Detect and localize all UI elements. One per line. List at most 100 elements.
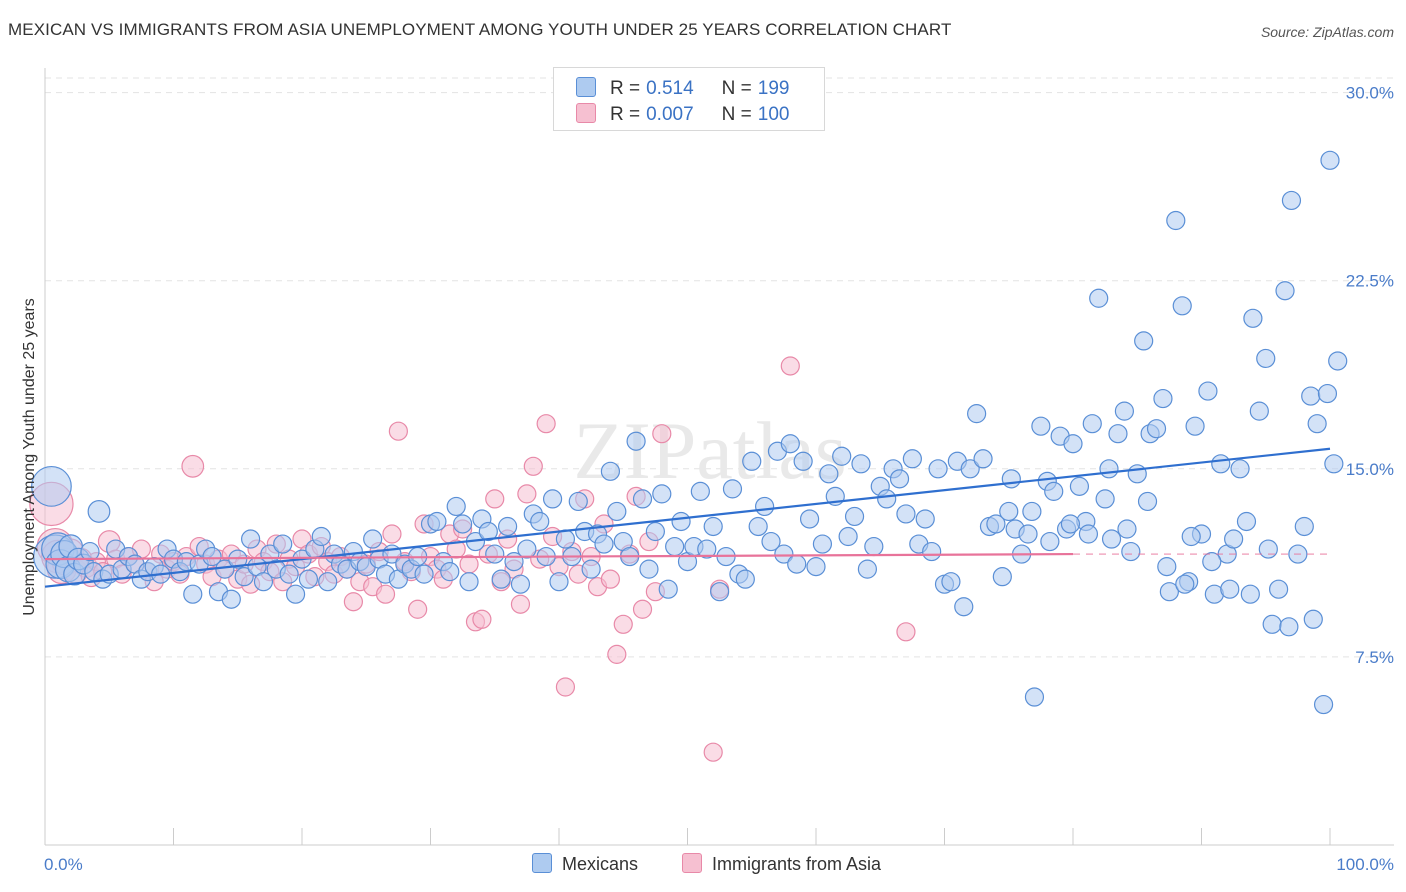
data-point: [806, 557, 826, 577]
data-point: [1069, 476, 1090, 496]
data-point: [973, 449, 993, 469]
data-point: [440, 562, 460, 582]
data-point: [1137, 491, 1158, 512]
data-point: [1224, 529, 1244, 549]
data-point: [382, 524, 402, 544]
data-point: [652, 484, 672, 504]
data-point: [735, 569, 755, 589]
data-point: [446, 496, 466, 517]
data-point: [1157, 557, 1177, 577]
data-point: [594, 534, 614, 554]
legend-r-label: R =: [610, 104, 641, 125]
data-point: [941, 572, 961, 592]
data-point: [922, 541, 942, 562]
data-point: [1127, 464, 1147, 484]
data-point: [915, 509, 935, 529]
data-point: [896, 504, 916, 524]
legend-item-immigrants-from-asia[interactable]: Immigrants from Asia: [682, 853, 881, 875]
x-tick-label-min: 0.0%: [44, 855, 83, 874]
trend-line-mexicans: [44, 447, 1331, 588]
data-point: [639, 559, 659, 579]
data-point: [703, 742, 723, 762]
data-point: [1108, 424, 1128, 444]
data-point: [1243, 308, 1263, 328]
data-point: [1095, 489, 1115, 509]
data-point: [1024, 687, 1045, 707]
data-point: [819, 464, 839, 484]
data-point: [780, 434, 800, 454]
data-point: [234, 567, 254, 587]
data-point: [1236, 511, 1257, 532]
data-point: [1172, 296, 1192, 316]
legend-r-label: R =: [610, 78, 641, 99]
data-point: [851, 454, 871, 474]
legend-swatch-pink: [576, 103, 596, 123]
data-point: [388, 421, 408, 441]
data-point: [311, 526, 331, 547]
data-point: [1175, 574, 1195, 594]
data-point: [472, 609, 492, 629]
data-point: [1320, 150, 1340, 170]
data-point: [600, 461, 621, 481]
data-point: [652, 424, 672, 444]
data-point: [285, 584, 306, 604]
data-point: [485, 544, 505, 564]
data-point: [298, 569, 319, 589]
data-point: [1031, 416, 1051, 436]
data-point: [632, 489, 653, 509]
y-axis-label: Unemployment Among Youth under 25 years: [21, 298, 38, 616]
legend-n-label: N =: [721, 78, 752, 99]
legend-row-mexicans: R = 0.514 N = 199: [576, 77, 789, 99]
data-point: [1249, 401, 1269, 421]
data-point: [253, 572, 274, 592]
data-point: [780, 356, 800, 376]
data-point: [658, 579, 678, 599]
data-point: [375, 584, 396, 604]
data-point: [1159, 582, 1179, 602]
data-point: [510, 574, 531, 594]
legend-row-immigrants: R = 0.007 N = 100: [576, 103, 789, 125]
data-point: [665, 536, 685, 557]
data-point: [241, 529, 261, 549]
data-point: [1153, 388, 1173, 409]
data-point: [1044, 481, 1064, 501]
data-point: [889, 469, 910, 489]
data-point: [1240, 584, 1260, 604]
data-point: [1262, 614, 1282, 634]
axes: [44, 68, 1394, 846]
data-point: [408, 599, 428, 619]
data-point: [1099, 459, 1119, 479]
data-point: [542, 489, 563, 509]
data-point: [626, 431, 646, 451]
data-point: [1294, 516, 1314, 537]
data-point: [1230, 459, 1250, 479]
data-point: [1313, 694, 1334, 715]
data-point: [517, 539, 537, 559]
data-point: [1307, 414, 1327, 434]
legend-n-label: N =: [721, 104, 752, 125]
data-point: [363, 529, 383, 549]
data-point: [1328, 351, 1348, 371]
data-point: [632, 599, 653, 619]
data-point: [1275, 281, 1295, 301]
data-point: [954, 597, 974, 617]
data-point: [485, 489, 505, 509]
legend-r-value: 0.514: [646, 78, 694, 99]
data-point: [517, 484, 537, 504]
watermark: ZIPatlas: [573, 405, 846, 496]
data-point: [31, 465, 72, 507]
series-mexicans: [31, 150, 1348, 715]
legend-item-mexicans[interactable]: Mexicans: [532, 853, 638, 875]
data-point: [1198, 381, 1218, 401]
data-point: [877, 489, 897, 509]
data-point: [1211, 454, 1231, 474]
data-point: [787, 554, 807, 574]
data-point: [844, 506, 865, 527]
legend-swatch-mexicans: [532, 853, 552, 873]
data-point: [87, 500, 111, 523]
data-point: [838, 526, 858, 547]
data-point: [1317, 383, 1338, 404]
data-point: [1279, 617, 1299, 637]
data-point: [1281, 190, 1302, 211]
data-point: [754, 496, 775, 517]
